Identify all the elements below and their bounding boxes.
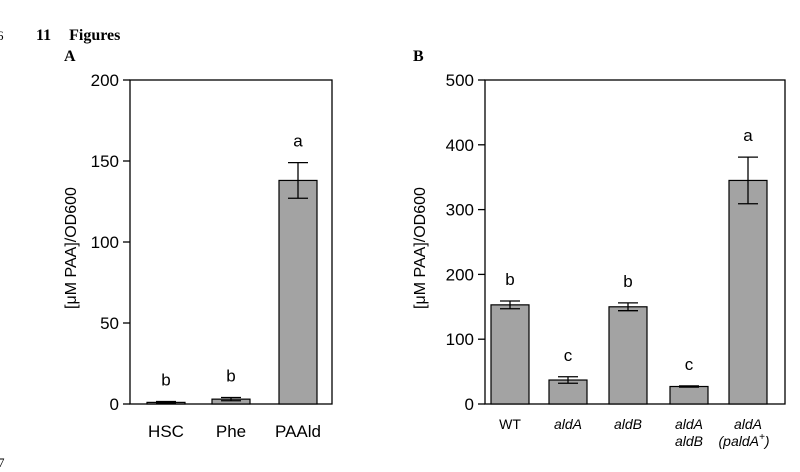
panel-b-letter: B (413, 48, 424, 65)
section-heading: 11 Figures (36, 27, 138, 45)
y-tick-label: 300 (446, 201, 474, 220)
chart-panel-b: 0 100 200 300 400 500 [μM PAA]/OD600 b WT c aldA b a… (412, 71, 786, 449)
category-label: HSC (148, 422, 184, 441)
panel-a-letter: A (64, 48, 76, 65)
category-label: Phe (216, 422, 246, 441)
y-axis-label: [μM PAA]/OD600 (412, 187, 429, 309)
significance-letter: b (623, 272, 632, 291)
y-tick-label: 150 (91, 152, 119, 171)
y-tick-label: 100 (91, 233, 119, 252)
category-label: aldA (554, 416, 582, 432)
bar (278, 179, 318, 405)
chart-panel-a: 0 50 100 150 200 [μM PAA]/OD600 b HSC b Phe a PAAld (63, 71, 333, 441)
category-label: WT (499, 416, 521, 432)
significance-letter: b (161, 371, 170, 390)
significance-letter: b (505, 270, 514, 289)
y-tick-label: 0 (465, 395, 474, 414)
section-number: 11 (36, 27, 52, 44)
significance-letter: a (743, 126, 753, 145)
category-label: aldA (paldA+) (719, 416, 770, 449)
category-label: aldB (614, 416, 642, 432)
significance-letter: b (226, 367, 235, 386)
bar (728, 179, 768, 405)
category-label: aldA aldB (675, 416, 703, 449)
bar (669, 385, 709, 405)
significance-letter: c (685, 355, 694, 374)
y-axis-label: [μM PAA]/OD600 (63, 187, 80, 309)
line-number-top: 6 (0, 28, 4, 43)
bar (608, 306, 648, 405)
bar (490, 304, 530, 405)
section-title: Figures (69, 27, 121, 44)
significance-letter: c (564, 346, 573, 365)
y-tick-label: 200 (91, 71, 119, 90)
y-tick-label: 50 (100, 314, 119, 333)
significance-letter: a (293, 132, 303, 151)
y-tick-label: 200 (446, 265, 474, 284)
y-tick-label: 0 (110, 395, 119, 414)
y-tick-label: 400 (446, 136, 474, 155)
category-label: PAAld (275, 422, 321, 441)
line-number-bottom: 7 (0, 455, 5, 470)
y-tick-label: 100 (446, 330, 474, 349)
y-tick-label: 500 (446, 71, 474, 90)
